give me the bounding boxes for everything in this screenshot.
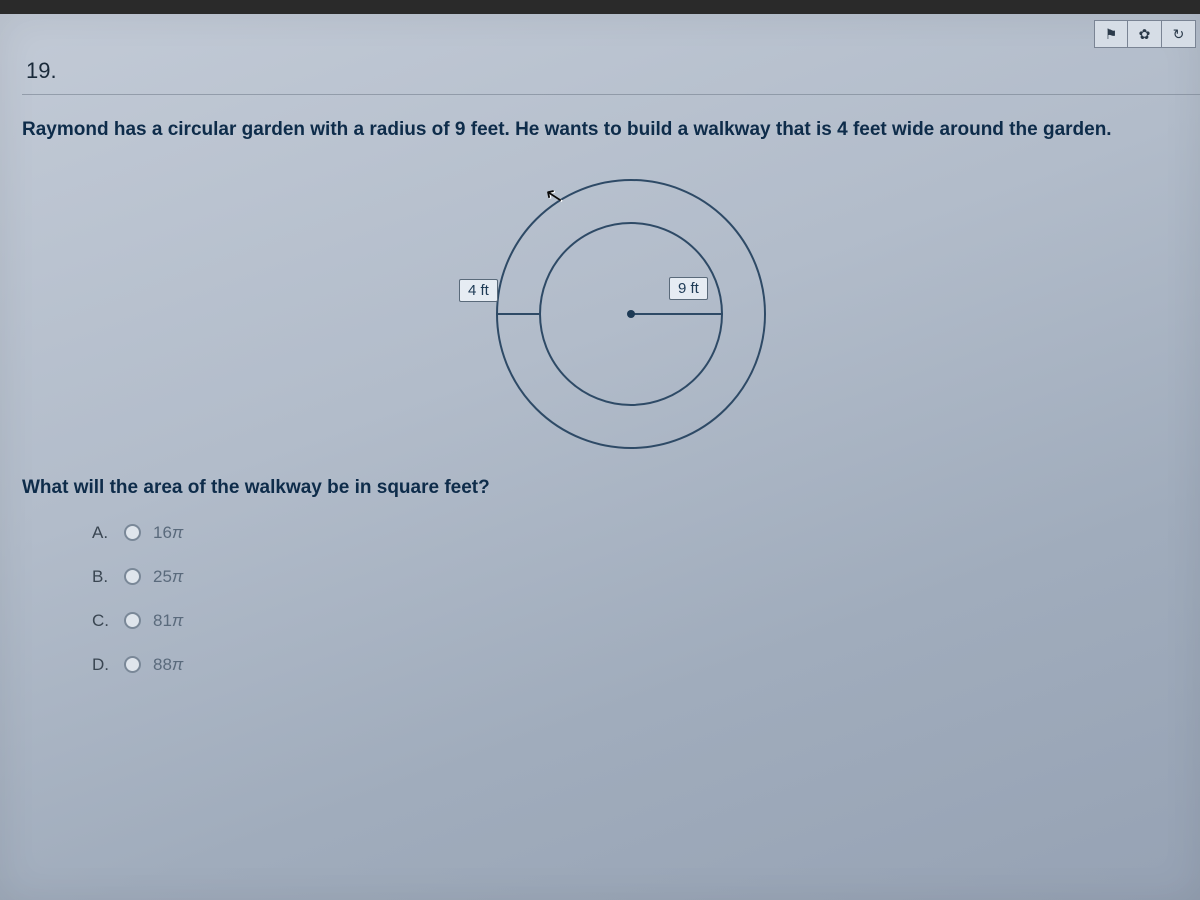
choice-value: 25 [153, 567, 172, 586]
refresh-button[interactable]: ↻ [1162, 20, 1196, 48]
radio-icon[interactable] [124, 568, 141, 585]
pi-symbol: π [172, 611, 183, 630]
choice-d[interactable]: D. 88π [92, 655, 1200, 675]
choice-value: 16 [153, 523, 172, 542]
choice-b[interactable]: B. 25π [92, 567, 1200, 587]
choice-letter: B. [92, 567, 112, 587]
choice-text: 81π [153, 611, 183, 631]
choice-text: 88π [153, 655, 183, 675]
choice-a[interactable]: A. 16π [92, 523, 1200, 543]
choice-value: 88 [153, 655, 172, 674]
gear-icon: ✿ [1139, 26, 1151, 43]
flag-button[interactable]: ⚑ [1094, 20, 1128, 48]
pi-symbol: π [172, 655, 183, 674]
pi-symbol: π [172, 567, 183, 586]
walkway-width-line [496, 313, 539, 315]
choice-text: 16π [153, 523, 183, 543]
question-container: 19. Raymond has a circular garden with a… [22, 52, 1200, 675]
radio-icon[interactable] [124, 524, 141, 541]
choice-letter: C. [92, 611, 112, 631]
settings-button[interactable]: ✿ [1128, 20, 1162, 48]
answer-choices: A. 16π B. 25π C. 81π [92, 523, 1200, 675]
walkway-width-label: 4 ft [459, 279, 498, 302]
choice-letter: A. [92, 523, 112, 543]
concentric-circles-diagram: 4 ft 9 ft ↖ [441, 169, 781, 459]
center-dot [627, 310, 635, 318]
question-toolbar: ⚑ ✿ ↻ [1094, 20, 1196, 48]
question-number: 19. [22, 52, 1200, 94]
garden-radius-label: 9 ft [669, 277, 708, 300]
choice-letter: D. [92, 655, 112, 675]
pi-symbol: π [172, 523, 183, 542]
choice-value: 81 [153, 611, 172, 630]
refresh-icon: ↻ [1173, 26, 1185, 43]
window-top-strip [0, 0, 1200, 14]
question-prompt: Raymond has a circular garden with a rad… [22, 117, 1200, 143]
radio-icon[interactable] [124, 656, 141, 673]
question-subprompt: What will the area of the walkway be in … [22, 477, 1200, 499]
choice-c[interactable]: C. 81π [92, 611, 1200, 631]
garden-radius-line [631, 313, 723, 315]
quiz-screen: ⚑ ✿ ↻ 19. Raymond has a circular garden … [0, 14, 1200, 900]
diagram-area: 4 ft 9 ft ↖ [22, 169, 1200, 459]
cursor-icon: ↖ [542, 181, 565, 210]
choice-text: 25π [153, 567, 183, 587]
radio-icon[interactable] [124, 612, 141, 629]
divider [22, 94, 1200, 95]
flag-icon: ⚑ [1105, 26, 1118, 43]
